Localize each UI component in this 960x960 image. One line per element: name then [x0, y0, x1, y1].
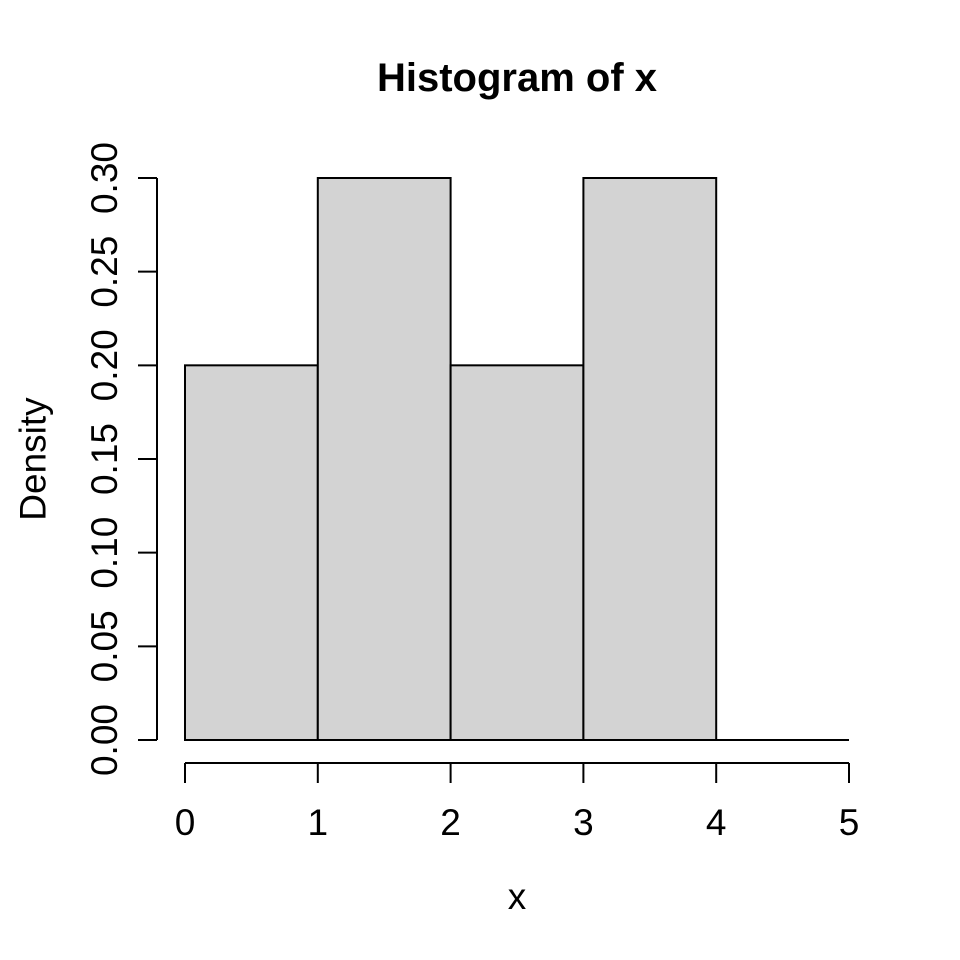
y-tick-label: 0.20 [84, 329, 125, 401]
x-tick-label: 5 [839, 802, 860, 843]
histogram-bar [184, 364, 319, 741]
x-tick-label: 4 [706, 802, 727, 843]
histogram-bar [449, 364, 585, 741]
y-tick-label: 0.25 [84, 236, 125, 308]
histogram-bar [582, 177, 718, 741]
histogram-bar [316, 177, 452, 741]
y-tick-label: 0.05 [84, 610, 125, 682]
x-axis-label: x [507, 876, 527, 917]
y-tick-label: 0.00 [84, 704, 125, 776]
x-tick-label: 3 [573, 802, 594, 843]
x-tick-label: 1 [308, 802, 329, 843]
chart-title: Histogram of x [376, 56, 658, 100]
x-tick-label: 2 [440, 802, 461, 843]
y-tick-label: 0.10 [84, 517, 125, 589]
x-tick-label: 0 [175, 802, 196, 843]
y-tick-label: 0.30 [84, 142, 125, 214]
y-axis-label: Density [12, 397, 54, 521]
y-tick-label: 0.15 [84, 423, 125, 495]
